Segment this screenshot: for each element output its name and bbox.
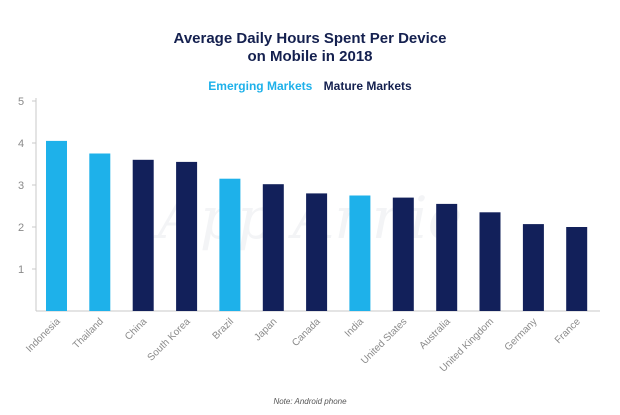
bar-brazil xyxy=(219,178,241,311)
bar-indonesia xyxy=(46,140,67,311)
x-tick-label-germany: Germany xyxy=(503,316,540,353)
y-tick-label-2: 2 xyxy=(18,222,24,234)
bar-india xyxy=(349,195,371,311)
bar-germany xyxy=(522,224,544,311)
bar-china xyxy=(132,159,154,311)
bar-australia xyxy=(436,203,458,311)
x-tick-label-south-korea: South Korea xyxy=(146,316,193,363)
y-tick-label-4: 4 xyxy=(18,138,24,150)
bar-thailand xyxy=(89,153,111,311)
x-tick-label-united-states: United States xyxy=(359,316,409,366)
x-tick-label-india: India xyxy=(343,316,366,339)
x-tick-label-france: France xyxy=(553,316,583,346)
x-tick-label-japan: Japan xyxy=(252,316,279,343)
bar-united-kingdom xyxy=(479,212,501,311)
chart-note: Note: Android phone xyxy=(273,397,347,406)
y-tick-label-3: 3 xyxy=(18,180,24,192)
bar-south-korea xyxy=(176,161,198,311)
y-tick-label-5: 5 xyxy=(18,96,24,108)
chart-legend: Emerging Markets Mature Markets xyxy=(0,79,620,93)
x-tick-label-china: China xyxy=(123,316,150,343)
legend-entry-emerging-markets: Emerging Markets xyxy=(208,79,313,93)
y-tick-label-1: 1 xyxy=(18,264,24,276)
chart-title-line-1: Average Daily Hours Spent Per Device xyxy=(173,30,447,47)
legend-entry-mature-markets: Mature Markets xyxy=(323,79,412,93)
bar-france xyxy=(566,227,588,311)
bar-japan xyxy=(262,184,284,311)
bar-united-states xyxy=(392,197,414,311)
chart-title-line-2: on Mobile in 2018 xyxy=(247,48,373,65)
x-tick-label-brazil: Brazil xyxy=(211,316,236,341)
bar-canada xyxy=(306,193,328,311)
x-tick-label-canada: Canada xyxy=(290,316,323,349)
x-tick-label-australia: Australia xyxy=(418,316,454,352)
x-tick-label-indonesia: Indonesia xyxy=(24,316,63,355)
x-tick-label-thailand: Thailand xyxy=(71,316,106,351)
